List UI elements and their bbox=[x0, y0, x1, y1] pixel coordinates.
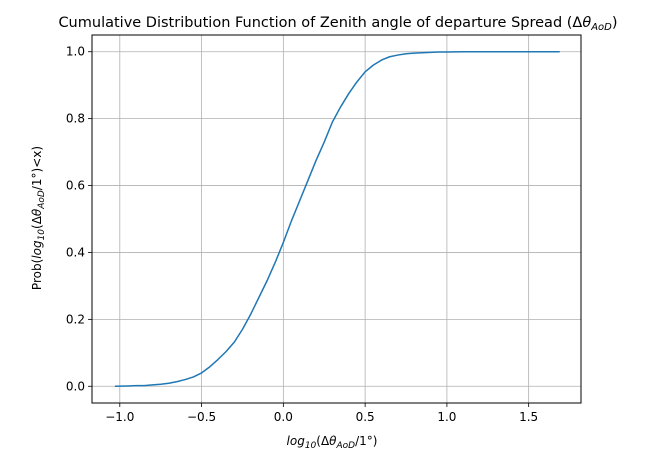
plot-frame bbox=[91, 34, 582, 404]
xlabel-open: ( bbox=[316, 434, 321, 448]
y-tick-label: 0.6 bbox=[66, 179, 85, 193]
xlabel-delta: Δ bbox=[321, 434, 330, 448]
ylabel-open: ( bbox=[30, 224, 44, 229]
title-suffix: ) bbox=[612, 15, 618, 31]
grid-lines bbox=[92, 35, 581, 403]
xlabel-log: log bbox=[287, 434, 306, 448]
xlabel-tail: /1°) bbox=[355, 434, 377, 448]
title-delta: Δ bbox=[572, 15, 582, 31]
y-tick-labels: 0.0 0.2 0.4 0.6 0.8 1.0 bbox=[66, 45, 85, 394]
x-tick-label: 1.5 bbox=[519, 410, 538, 424]
series-group bbox=[114, 50, 560, 388]
x-tick-label: 1.0 bbox=[437, 410, 456, 424]
cdf-line bbox=[114, 50, 560, 388]
title-prefix: Cumulative Distribution Function of Zeni… bbox=[58, 15, 572, 31]
y-tick-label: 0.2 bbox=[66, 312, 85, 326]
title-theta: θ bbox=[582, 15, 591, 31]
y-tick-label: 0.4 bbox=[66, 245, 85, 259]
title-subscript: AoD bbox=[590, 22, 612, 33]
x-axis-label: log10(ΔθAoD/1°) bbox=[287, 434, 378, 451]
xlabel-log-sub: 10 bbox=[305, 441, 317, 451]
x-tick-label: 0.0 bbox=[274, 410, 293, 424]
ylabel-theta: θ bbox=[30, 208, 44, 216]
tick-marks bbox=[88, 51, 530, 407]
xlabel-sub: AoD bbox=[336, 441, 356, 451]
ylabel-tail: /1°)<x) bbox=[30, 146, 44, 190]
ylabel-sub: AoD bbox=[37, 190, 47, 210]
ylabel-log: log bbox=[30, 240, 44, 259]
y-tick-label: 0.8 bbox=[66, 112, 85, 126]
x-tick-label: −1.0 bbox=[105, 410, 134, 424]
ylabel-prob: Prob( bbox=[30, 259, 44, 290]
ylabel-log-sub: 10 bbox=[37, 229, 47, 241]
x-tick-label: 0.5 bbox=[356, 410, 375, 424]
chart-title: Cumulative Distribution Function of Zeni… bbox=[58, 15, 617, 33]
y-axis-label: Prob(log10(ΔθAoD/1°)<x) bbox=[30, 146, 47, 290]
x-tick-label: −0.5 bbox=[187, 410, 216, 424]
x-tick-labels: −1.0 −0.5 0.0 0.5 1.0 1.5 bbox=[105, 410, 538, 424]
xlabel-theta: θ bbox=[329, 434, 337, 448]
y-tick-label: 1.0 bbox=[66, 45, 85, 59]
ylabel-delta: Δ bbox=[30, 215, 44, 224]
y-tick-label: 0.0 bbox=[66, 379, 85, 393]
